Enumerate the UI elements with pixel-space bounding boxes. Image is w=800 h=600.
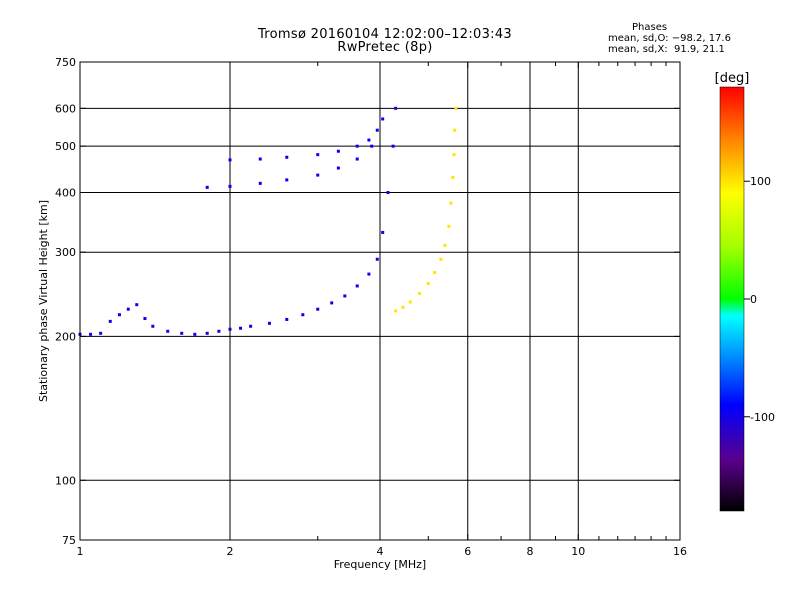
colorbar-tick-label: 0: [750, 293, 757, 306]
o-trace-point: [355, 284, 359, 288]
f-layer-trace-2-point: [336, 166, 340, 170]
o-trace-point: [367, 272, 371, 276]
scatter-points: [78, 106, 458, 336]
y-tick-label: 200: [55, 330, 76, 343]
x-trace-point: [454, 106, 458, 110]
colorbar-label: [deg]: [715, 71, 750, 86]
phases-heading: Phases: [632, 22, 668, 33]
f-layer-trace-point: [367, 138, 371, 142]
colorbar: [720, 87, 744, 511]
y-tick-label: 100: [55, 474, 76, 487]
o-trace-point: [89, 332, 93, 336]
phases-mean-o: mean, sd,O: −98.2, 17.6: [608, 33, 731, 44]
o-trace-point: [301, 313, 305, 317]
f-layer-trace-2-point: [316, 173, 320, 177]
o-trace-point: [316, 307, 320, 311]
o-trace-point: [108, 319, 112, 323]
x-trace-point: [447, 224, 451, 228]
y-tick-label: 400: [55, 186, 76, 199]
o-trace-point: [343, 294, 347, 298]
y-tick-label: 500: [55, 140, 76, 153]
chart-subtitle: RwPretec (8p): [337, 40, 433, 55]
x-tick-label: 8: [527, 545, 534, 558]
x-trace-point: [453, 128, 457, 132]
o-trace-point: [217, 329, 221, 333]
f-layer-trace-point: [336, 149, 340, 153]
x-trace-point: [451, 175, 455, 179]
x-tick-label: 1: [77, 545, 84, 558]
f-layer-trace-point: [375, 128, 379, 132]
grid-lines: [80, 62, 680, 540]
x-tick-label: 16: [673, 545, 687, 558]
o-trace-point: [391, 144, 395, 148]
x-axis-ticks: 1 2 4 6 8 10 16: [77, 62, 687, 558]
o-trace-point: [180, 331, 184, 335]
o-trace-point: [381, 230, 385, 234]
x-trace-point: [394, 309, 398, 313]
colorbar-tick-label: -100: [750, 411, 775, 424]
o-trace-point: [99, 331, 103, 335]
o-trace-point: [205, 331, 209, 335]
o-trace-point: [375, 257, 379, 261]
x-tick-label: 2: [227, 545, 234, 558]
f-layer-trace-point: [285, 155, 289, 159]
y-axis-label: Stationary phase Virtual Height [km]: [37, 200, 50, 402]
x-tick-label: 4: [377, 545, 384, 558]
f-layer-trace-point: [355, 144, 359, 148]
x-trace-point: [449, 201, 453, 205]
y-tick-label: 600: [55, 102, 76, 115]
f-layer-trace-2-point: [355, 157, 359, 161]
f-layer-trace-2-point: [205, 185, 209, 189]
f-layer-trace-2-point: [228, 184, 232, 188]
chart-title: Tromsø 20160104 12:02:00–12:03:43: [257, 27, 513, 42]
f-layer-trace-2-point: [370, 144, 374, 148]
o-trace-point: [239, 326, 243, 330]
x-trace-point: [417, 291, 421, 295]
o-trace-point: [394, 106, 398, 110]
y-axis-ticks: 75 100 200 300 400 500 600 750: [55, 56, 680, 547]
o-trace-point: [126, 307, 130, 311]
f-layer-trace-2-point: [285, 178, 289, 182]
o-trace-point: [228, 327, 232, 331]
y-tick-label: 75: [62, 534, 76, 547]
o-trace-point: [267, 321, 271, 325]
x-trace-point: [433, 271, 437, 275]
x-trace-point: [443, 243, 447, 247]
o-trace-point: [193, 332, 197, 336]
f-layer-trace-point: [381, 117, 385, 121]
f-layer-trace-point: [258, 157, 262, 161]
phases-mean-x: mean, sd,X: 91.9, 21.1: [608, 44, 725, 55]
o-trace-point: [166, 329, 170, 333]
f-layer-trace-point: [316, 153, 320, 157]
o-trace-point: [117, 313, 121, 317]
x-trace-point: [439, 257, 443, 261]
x-trace-point: [401, 305, 405, 309]
o-trace-point: [249, 324, 253, 328]
f-layer-trace-2-point: [258, 181, 262, 185]
x-trace-point: [426, 282, 430, 286]
x-tick-label: 10: [571, 545, 585, 558]
y-tick-label: 750: [55, 56, 76, 69]
o-trace-point: [143, 316, 147, 320]
o-trace-point: [386, 190, 390, 194]
colorbar-tick-label: 100: [750, 175, 771, 188]
o-trace-point: [135, 303, 139, 307]
colorbar-ticks: 100 0 -100: [719, 86, 775, 512]
o-trace-point: [151, 324, 155, 328]
x-axis-label: Frequency [MHz]: [334, 558, 426, 571]
y-tick-label: 300: [55, 246, 76, 259]
f-layer-trace-point: [228, 158, 232, 162]
x-trace-point: [408, 300, 412, 304]
x-tick-label: 6: [464, 545, 471, 558]
x-trace-point: [452, 153, 456, 157]
o-trace-point: [285, 317, 289, 321]
o-trace-point: [330, 301, 334, 305]
